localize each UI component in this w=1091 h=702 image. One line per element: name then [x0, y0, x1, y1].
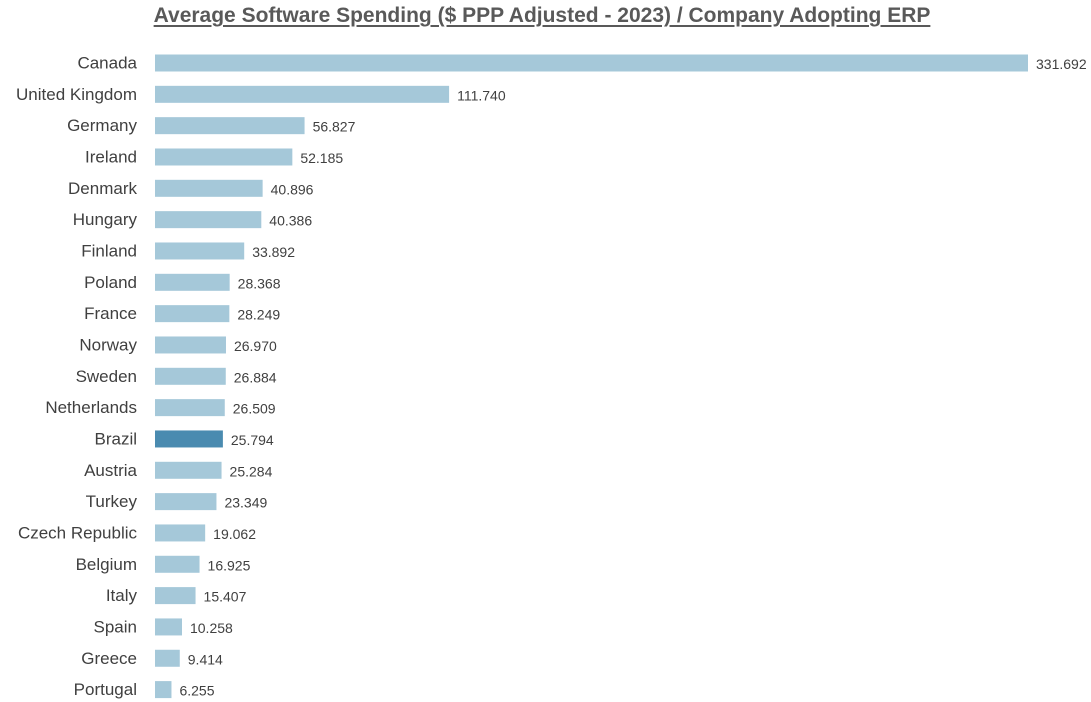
- category-label-greece: Greece: [81, 649, 137, 668]
- category-label-poland: Poland: [84, 273, 137, 292]
- bar-greece: [155, 649, 180, 667]
- category-label-spain: Spain: [94, 617, 137, 636]
- chart-title: Average Software Spending ($ PPP Adjuste…: [153, 4, 931, 27]
- value-label-brazil: 25.794: [231, 432, 274, 448]
- value-label-spain: 10.258: [190, 620, 233, 636]
- value-label-czech-republic: 19.062: [213, 526, 256, 542]
- bar-netherlands: [155, 399, 225, 417]
- value-label-united-kingdom: 111.740: [457, 87, 506, 103]
- value-label-hungary: 40.386: [269, 213, 312, 229]
- category-label-brazil: Brazil: [94, 429, 137, 448]
- category-label-netherlands: Netherlands: [45, 398, 137, 417]
- bar-denmark: [155, 179, 263, 197]
- bar-canada: [155, 54, 1028, 72]
- value-label-france: 28.249: [237, 307, 280, 323]
- category-label-france: France: [84, 304, 137, 323]
- bar-poland: [155, 273, 230, 291]
- value-label-poland: 28.368: [238, 275, 281, 291]
- value-label-sweden: 26.884: [234, 369, 277, 385]
- category-label-germany: Germany: [67, 116, 137, 135]
- bar-united-kingdom: [155, 85, 450, 103]
- value-label-canada: 331.692: [1036, 56, 1087, 72]
- bar-italy: [155, 587, 196, 605]
- bar-ireland: [155, 148, 293, 166]
- bar-austria: [155, 461, 222, 479]
- category-label-sweden: Sweden: [76, 367, 137, 386]
- value-label-netherlands: 26.509: [233, 401, 276, 417]
- bar-france: [155, 305, 230, 323]
- category-label-czech-republic: Czech Republic: [18, 523, 138, 542]
- value-label-ireland: 52.185: [300, 150, 343, 166]
- category-label-portugal: Portugal: [74, 680, 137, 699]
- bar-spain: [155, 618, 182, 636]
- bar-hungary: [155, 211, 262, 229]
- value-label-germany: 56.827: [313, 119, 356, 135]
- value-label-finland: 33.892: [252, 244, 295, 260]
- value-label-denmark: 40.896: [271, 181, 314, 197]
- bar-portugal: [155, 681, 172, 699]
- category-label-ireland: Ireland: [85, 147, 137, 166]
- category-label-turkey: Turkey: [86, 492, 138, 511]
- category-label-united-kingdom: United Kingdom: [16, 85, 137, 104]
- bar-norway: [155, 336, 226, 354]
- bar-finland: [155, 242, 245, 260]
- bar-germany: [155, 117, 305, 135]
- category-label-canada: Canada: [77, 54, 137, 73]
- bars-layer: Canada 331.692 United Kingdom 111.740 German…: [16, 54, 1087, 700]
- category-label-denmark: Denmark: [68, 179, 137, 198]
- value-label-italy: 15.407: [204, 589, 247, 605]
- category-label-belgium: Belgium: [76, 555, 137, 574]
- value-label-belgium: 16.925: [208, 557, 251, 573]
- category-label-italy: Italy: [106, 586, 138, 605]
- value-label-norway: 26.970: [234, 338, 277, 354]
- category-label-hungary: Hungary: [73, 210, 138, 229]
- category-label-finland: Finland: [81, 241, 137, 260]
- bar-turkey: [155, 493, 217, 511]
- value-label-portugal: 6.255: [179, 683, 214, 699]
- category-label-norway: Norway: [79, 335, 137, 354]
- value-label-greece: 9.414: [188, 651, 223, 667]
- value-label-austria: 25.284: [230, 463, 273, 479]
- bar-brazil: [155, 430, 223, 448]
- bar-belgium: [155, 555, 200, 573]
- bar-sweden: [155, 367, 226, 385]
- bar-czech-republic: [155, 524, 206, 542]
- category-label-austria: Austria: [84, 461, 137, 480]
- value-label-turkey: 23.349: [224, 495, 267, 511]
